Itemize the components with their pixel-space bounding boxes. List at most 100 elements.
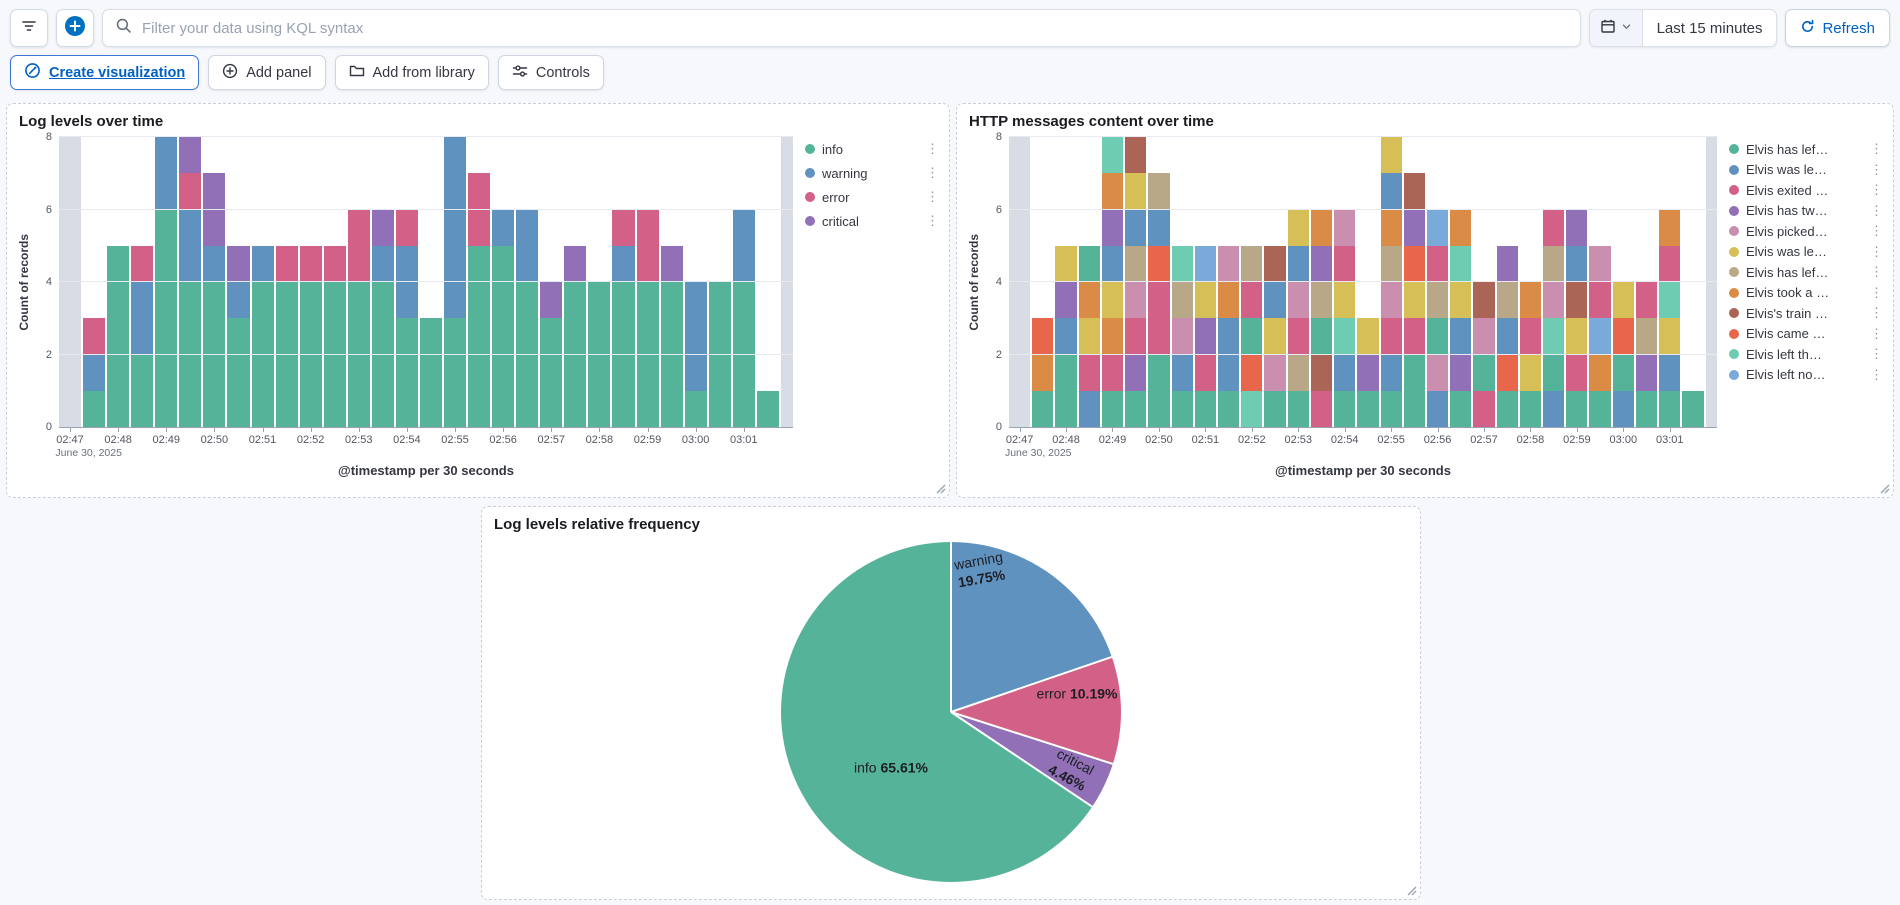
legend-item-actions-icon[interactable]: ⋮	[1870, 284, 1883, 300]
bar[interactable]	[780, 137, 794, 427]
bar[interactable]	[756, 137, 779, 427]
bar[interactable]	[1682, 137, 1704, 427]
legend-item-actions-icon[interactable]: ⋮	[926, 141, 939, 156]
legend-item[interactable]: warning ⋮	[805, 165, 941, 181]
bar[interactable]	[516, 137, 539, 427]
legend-item[interactable]: Elvis came … ⋮	[1729, 326, 1885, 342]
bar[interactable]	[1032, 137, 1054, 427]
panel-resize-handle[interactable]	[1877, 481, 1891, 495]
panel-log-levels-relative-frequency[interactable]: Log levels relative frequency warning 19.…	[481, 506, 1421, 900]
bar[interactable]	[732, 137, 755, 427]
legend-item[interactable]: Elvis took a … ⋮	[1729, 285, 1885, 301]
bar[interactable]	[1125, 137, 1147, 427]
bar[interactable]	[1241, 137, 1263, 427]
legend-item[interactable]: Elvis was le… ⋮	[1729, 244, 1885, 260]
bar[interactable]	[684, 137, 707, 427]
bar[interactable]	[1519, 137, 1542, 427]
pie[interactable]: warning 19.75% error 10.19% critical 4.46% in…	[781, 542, 1121, 882]
bar[interactable]	[1310, 137, 1333, 427]
bar[interactable]	[1426, 137, 1449, 427]
legend-item-actions-icon[interactable]: ⋮	[926, 213, 939, 228]
bar[interactable]	[347, 137, 370, 427]
add-filter-button[interactable]	[56, 9, 94, 47]
bar[interactable]	[1148, 137, 1170, 427]
bar[interactable]	[1380, 137, 1402, 427]
legend-item[interactable]: info ⋮	[805, 141, 941, 157]
bar[interactable]	[564, 137, 587, 427]
legend-item[interactable]: Elvis left th… ⋮	[1729, 346, 1885, 362]
bar[interactable]	[59, 137, 82, 427]
bar[interactable]	[612, 137, 635, 427]
add-from-library-button[interactable]: Add from library	[334, 55, 489, 90]
bar[interactable]	[1589, 137, 1611, 427]
bar[interactable]	[1543, 137, 1565, 427]
bar[interactable]	[1055, 137, 1077, 427]
bar[interactable]	[540, 137, 563, 427]
filter-menu-button[interactable]	[10, 9, 48, 47]
bar[interactable]	[131, 137, 154, 427]
legend-item-actions-icon[interactable]: ⋮	[1870, 325, 1883, 341]
bar[interactable]	[1403, 137, 1425, 427]
panel-http-messages-over-time[interactable]: HTTP messages content over time Count of…	[956, 103, 1894, 498]
bar[interactable]	[179, 137, 202, 427]
bar[interactable]	[1357, 137, 1379, 427]
bar[interactable]	[444, 137, 467, 427]
bar[interactable]	[660, 137, 683, 427]
panel-resize-handle[interactable]	[933, 481, 947, 495]
legend-item[interactable]: Elvis was le… ⋮	[1729, 162, 1885, 178]
legend-item[interactable]: Elvis exited … ⋮	[1729, 182, 1885, 198]
bar[interactable]	[1635, 137, 1658, 427]
bar[interactable]	[1171, 137, 1193, 427]
legend-item[interactable]: Elvis left no… ⋮	[1729, 367, 1885, 383]
legend-item-actions-icon[interactable]: ⋮	[1870, 366, 1883, 382]
legend-item[interactable]: Elvis has lef… ⋮	[1729, 141, 1885, 157]
bar[interactable]	[1334, 137, 1356, 427]
create-visualization-button[interactable]: Create visualization	[10, 55, 200, 90]
bar[interactable]	[1450, 137, 1472, 427]
bar[interactable]	[1009, 137, 1031, 427]
legend-item-actions-icon[interactable]: ⋮	[1870, 182, 1883, 197]
legend-item-actions-icon[interactable]: ⋮	[926, 189, 939, 204]
legend-item-actions-icon[interactable]: ⋮	[1870, 223, 1883, 238]
kql-search-input[interactable]	[142, 19, 1568, 37]
bar[interactable]	[492, 137, 515, 427]
bar[interactable]	[1264, 137, 1286, 427]
legend-item-actions-icon[interactable]: ⋮	[1870, 243, 1883, 259]
bar[interactable]	[227, 137, 250, 427]
bar[interactable]	[1566, 137, 1588, 427]
bar[interactable]	[419, 137, 442, 427]
legend-item-actions-icon[interactable]: ⋮	[1870, 264, 1883, 279]
controls-button[interactable]: Controls	[497, 55, 604, 90]
bar[interactable]	[588, 137, 611, 427]
panel-resize-handle[interactable]	[1404, 883, 1418, 897]
bar[interactable]	[1287, 137, 1309, 427]
bar[interactable]	[1705, 137, 1718, 427]
bar[interactable]	[468, 137, 491, 427]
bar[interactable]	[371, 137, 394, 427]
bar[interactable]	[1496, 137, 1518, 427]
bar[interactable]	[1473, 137, 1495, 427]
add-panel-button[interactable]: Add panel	[208, 55, 326, 90]
bar[interactable]	[1194, 137, 1216, 427]
legend-item[interactable]: Elvis has tw… ⋮	[1729, 203, 1885, 219]
legend-item[interactable]: Elvis has lef… ⋮	[1729, 264, 1885, 280]
bar[interactable]	[203, 137, 226, 427]
legend-item-actions-icon[interactable]: ⋮	[1870, 305, 1883, 320]
legend-item[interactable]: Elvis's train … ⋮	[1729, 305, 1885, 321]
legend-item-actions-icon[interactable]: ⋮	[926, 165, 939, 180]
bar[interactable]	[323, 137, 346, 427]
bar[interactable]	[299, 137, 322, 427]
legend-item[interactable]: critical ⋮	[805, 213, 941, 229]
bar[interactable]	[155, 137, 178, 427]
bar[interactable]	[636, 137, 659, 427]
legend-item-actions-icon[interactable]: ⋮	[1870, 141, 1883, 156]
bar[interactable]	[1612, 137, 1634, 427]
legend-item-actions-icon[interactable]: ⋮	[1870, 202, 1883, 218]
bar[interactable]	[107, 137, 130, 427]
date-quick-select-button[interactable]	[1589, 10, 1642, 46]
time-range-button[interactable]: Last 15 minutes	[1656, 19, 1763, 37]
legend-item[interactable]: Elvis picked… ⋮	[1729, 223, 1885, 239]
bar[interactable]	[395, 137, 418, 427]
refresh-button[interactable]: Refresh	[1785, 9, 1890, 47]
